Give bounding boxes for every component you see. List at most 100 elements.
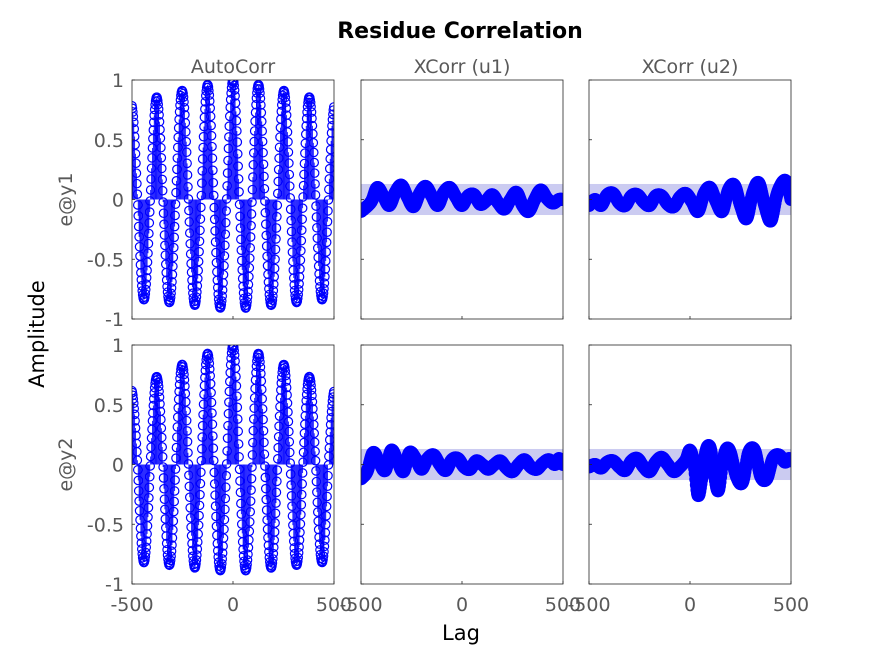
data-point xyxy=(310,179,320,189)
data-point xyxy=(132,423,141,433)
data-point xyxy=(256,368,266,379)
data-point xyxy=(319,547,329,557)
data-point xyxy=(273,164,284,175)
data-point xyxy=(209,214,220,225)
row-labels: e@y1 e@y2 xyxy=(55,172,77,491)
data-point xyxy=(293,548,304,558)
data-point xyxy=(143,502,154,513)
data-point xyxy=(232,414,243,424)
data-point xyxy=(179,97,189,107)
x-tick-label: -500 xyxy=(567,594,610,616)
data-point xyxy=(140,284,151,295)
data-point xyxy=(140,551,151,562)
data-point xyxy=(196,190,207,201)
column-title-1: XCorr (u1) xyxy=(414,56,511,78)
data-point xyxy=(232,402,243,413)
data-point xyxy=(148,117,159,128)
data-point xyxy=(297,479,308,489)
data-point xyxy=(161,538,172,549)
data-point xyxy=(159,230,170,240)
data-point xyxy=(293,284,304,295)
data-point xyxy=(192,550,202,560)
subplot-grid xyxy=(131,79,792,585)
data-point xyxy=(312,487,322,497)
data-point xyxy=(322,227,332,237)
data-point xyxy=(286,491,297,501)
data-point xyxy=(296,245,306,256)
data-point xyxy=(257,136,268,147)
data-point xyxy=(195,489,205,500)
data-point xyxy=(310,190,321,200)
data-point xyxy=(288,528,299,539)
data-point xyxy=(272,476,282,487)
data-point xyxy=(161,275,172,285)
data-point xyxy=(312,497,323,508)
data-point xyxy=(223,420,233,431)
data-point xyxy=(182,170,193,180)
data-point xyxy=(326,406,334,417)
data-point xyxy=(284,426,294,437)
data-point xyxy=(132,189,143,199)
data-point xyxy=(183,194,194,204)
data-point xyxy=(179,102,190,113)
data-point xyxy=(272,454,283,464)
data-point xyxy=(320,256,331,266)
data-point xyxy=(132,178,142,189)
data-point xyxy=(212,538,223,549)
data-point xyxy=(166,288,176,299)
data-point xyxy=(206,387,216,398)
data-point xyxy=(248,437,258,448)
row-label-0: e@y1 xyxy=(55,172,77,226)
data-point xyxy=(166,551,176,562)
data-point xyxy=(185,502,196,513)
data-point xyxy=(322,216,333,227)
data-point xyxy=(288,273,299,283)
data-point xyxy=(208,165,218,176)
data-point xyxy=(220,217,231,228)
data-point xyxy=(212,275,223,286)
data-point xyxy=(154,386,164,397)
data-point xyxy=(222,446,232,456)
data-point xyxy=(181,147,192,158)
data-point xyxy=(141,542,152,553)
data-point xyxy=(233,426,244,437)
x-axis-label: Lag xyxy=(442,621,480,645)
data-point xyxy=(208,443,219,453)
data-point xyxy=(185,238,196,249)
data-point xyxy=(310,455,321,466)
data-point xyxy=(255,88,265,98)
data-point xyxy=(260,196,270,206)
data-point xyxy=(232,149,243,159)
data-point xyxy=(155,399,165,409)
data-point xyxy=(132,409,140,420)
data-point xyxy=(143,248,153,259)
data-point xyxy=(132,398,139,409)
data-point xyxy=(173,132,184,143)
data-point xyxy=(200,365,211,376)
data-point xyxy=(216,558,227,569)
data-point xyxy=(210,501,221,511)
data-point xyxy=(160,240,170,251)
chart-title: Residue Correlation xyxy=(337,19,583,44)
data-point xyxy=(296,489,307,500)
xcorr-markers xyxy=(361,443,563,486)
data-point xyxy=(298,447,309,458)
data-point xyxy=(284,447,295,458)
data-point xyxy=(204,354,214,364)
data-point xyxy=(196,467,206,478)
data-point xyxy=(281,376,292,386)
data-point xyxy=(236,509,247,519)
x-tick-label: 500 xyxy=(773,594,809,616)
data-point xyxy=(327,121,334,131)
data-point xyxy=(328,389,334,399)
data-point xyxy=(245,496,256,506)
y-tick-label: -0.5 xyxy=(87,249,124,271)
data-point xyxy=(222,181,232,191)
data-point xyxy=(284,181,295,191)
data-point xyxy=(268,291,278,301)
data-point xyxy=(170,210,180,221)
data-point xyxy=(274,142,285,153)
data-point xyxy=(243,286,253,297)
data-point xyxy=(284,158,294,168)
data-point xyxy=(232,137,243,147)
